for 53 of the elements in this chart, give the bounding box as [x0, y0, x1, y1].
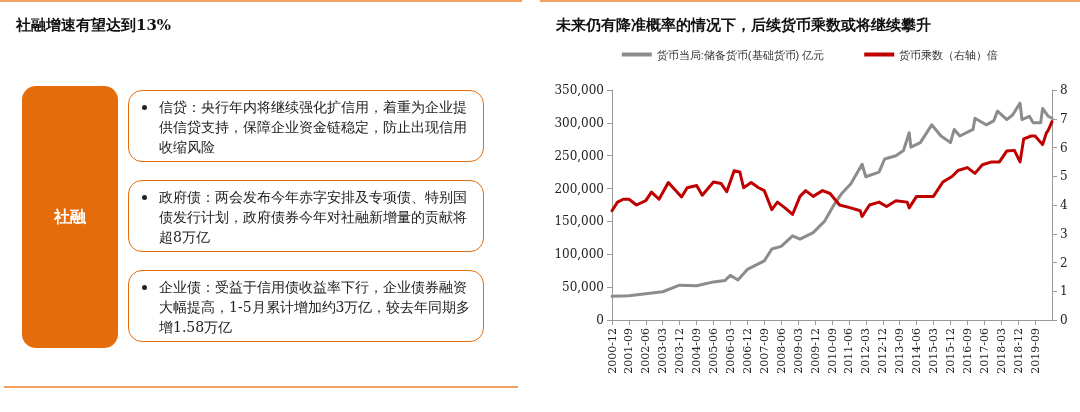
- x-tick-label: 2012-03: [859, 328, 873, 374]
- y-tick-label: 150,000: [554, 214, 604, 229]
- x-tick-label: 2014-06: [910, 328, 924, 374]
- y2-tick-label: 5: [1060, 169, 1068, 184]
- x-tick-label: 2006-12: [740, 328, 754, 374]
- x-tick-label: 2009-03: [791, 328, 805, 374]
- text: 政府债：两会发布今年赤字安排及专项债、特别国债发行计划，政府债券今年对社融新增量的贡献将超8万亿: [128, 180, 484, 252]
- x-tick-label: 2004-09: [690, 328, 704, 374]
- y-tick-label: 200,000: [554, 181, 604, 196]
- y2-tick-label: 4: [1060, 198, 1068, 212]
- x-tick-label: 2012-12: [876, 328, 890, 374]
- x-tick-label: 2007-09: [757, 328, 771, 374]
- x-tick-label: 2017-06: [977, 328, 991, 374]
- y2-tick-label: 2: [1060, 255, 1068, 270]
- x-tick-label: 2003-12: [673, 328, 687, 374]
- y2-tick-label: 6: [1060, 140, 1068, 155]
- chart-title: 未来仍有降准概率的情况下，后续货币乘数或将继续攀升: [556, 16, 931, 35]
- x-tick-label: 2008-06: [774, 328, 788, 374]
- x-tick-label: 2000-12: [605, 328, 619, 374]
- x-tick-label: 2018-03: [994, 328, 1008, 374]
- y2-tick-label: 0: [1060, 313, 1068, 327]
- x-tick-label: 2005-06: [707, 328, 721, 374]
- text: 社融: [22, 86, 118, 348]
- y2-tick-label: 7: [1060, 111, 1068, 126]
- x-tick-label: 2011-06: [842, 328, 856, 374]
- y-tick-label: 350,000: [554, 83, 604, 97]
- text: 信贷：央行年内将继续强化扩信用，着重为企业提供信贷支持，保障企业资金链稳定，防止出现信用收缩风险: [128, 90, 484, 162]
- y-tick-label: 0: [596, 313, 604, 327]
- x-tick-label: 2006-03: [723, 328, 737, 374]
- x-tick-label: 2013-09: [893, 328, 907, 374]
- y2-tick-label: 8: [1060, 83, 1068, 97]
- x-tick-label: 2018-12: [1011, 328, 1025, 374]
- y-tick-label: 300,000: [554, 115, 604, 130]
- y2-tick-label: 3: [1060, 226, 1068, 241]
- y-tick-label: 250,000: [554, 148, 604, 163]
- legend-label: 货币当局:储备货币(基础货币) 亿元: [656, 48, 825, 61]
- line-series: [610, 120, 1054, 218]
- legend-label: 货币乘数（右轴）倍: [899, 48, 999, 61]
- y-tick-label: 50,000: [562, 280, 604, 295]
- x-tick-label: 2009-12: [808, 328, 822, 374]
- x-tick-label: 2003-03: [656, 328, 670, 374]
- x-tick-label: 2002-06: [639, 328, 653, 374]
- x-tick-label: 2016-09: [960, 328, 974, 374]
- x-tick-label: 2015-12: [943, 328, 957, 374]
- y2-tick-label: 1: [1060, 284, 1068, 299]
- line-series: [610, 101, 1054, 298]
- y-tick-label: 100,000: [554, 247, 604, 262]
- x-tick-label: 2019-09: [1028, 328, 1042, 374]
- x-tick-label: 2010-09: [825, 328, 839, 374]
- x-tick-label: 2001-09: [622, 328, 636, 374]
- text: 社融增速有望达到13%: [16, 16, 172, 35]
- x-tick-label: 2015-03: [926, 328, 940, 374]
- text: 企业债：受益于信用债收益率下行，企业债券融资大幅提高，1-5月累计增加约3万亿，较去年同期多增1.58万亿: [128, 270, 484, 342]
